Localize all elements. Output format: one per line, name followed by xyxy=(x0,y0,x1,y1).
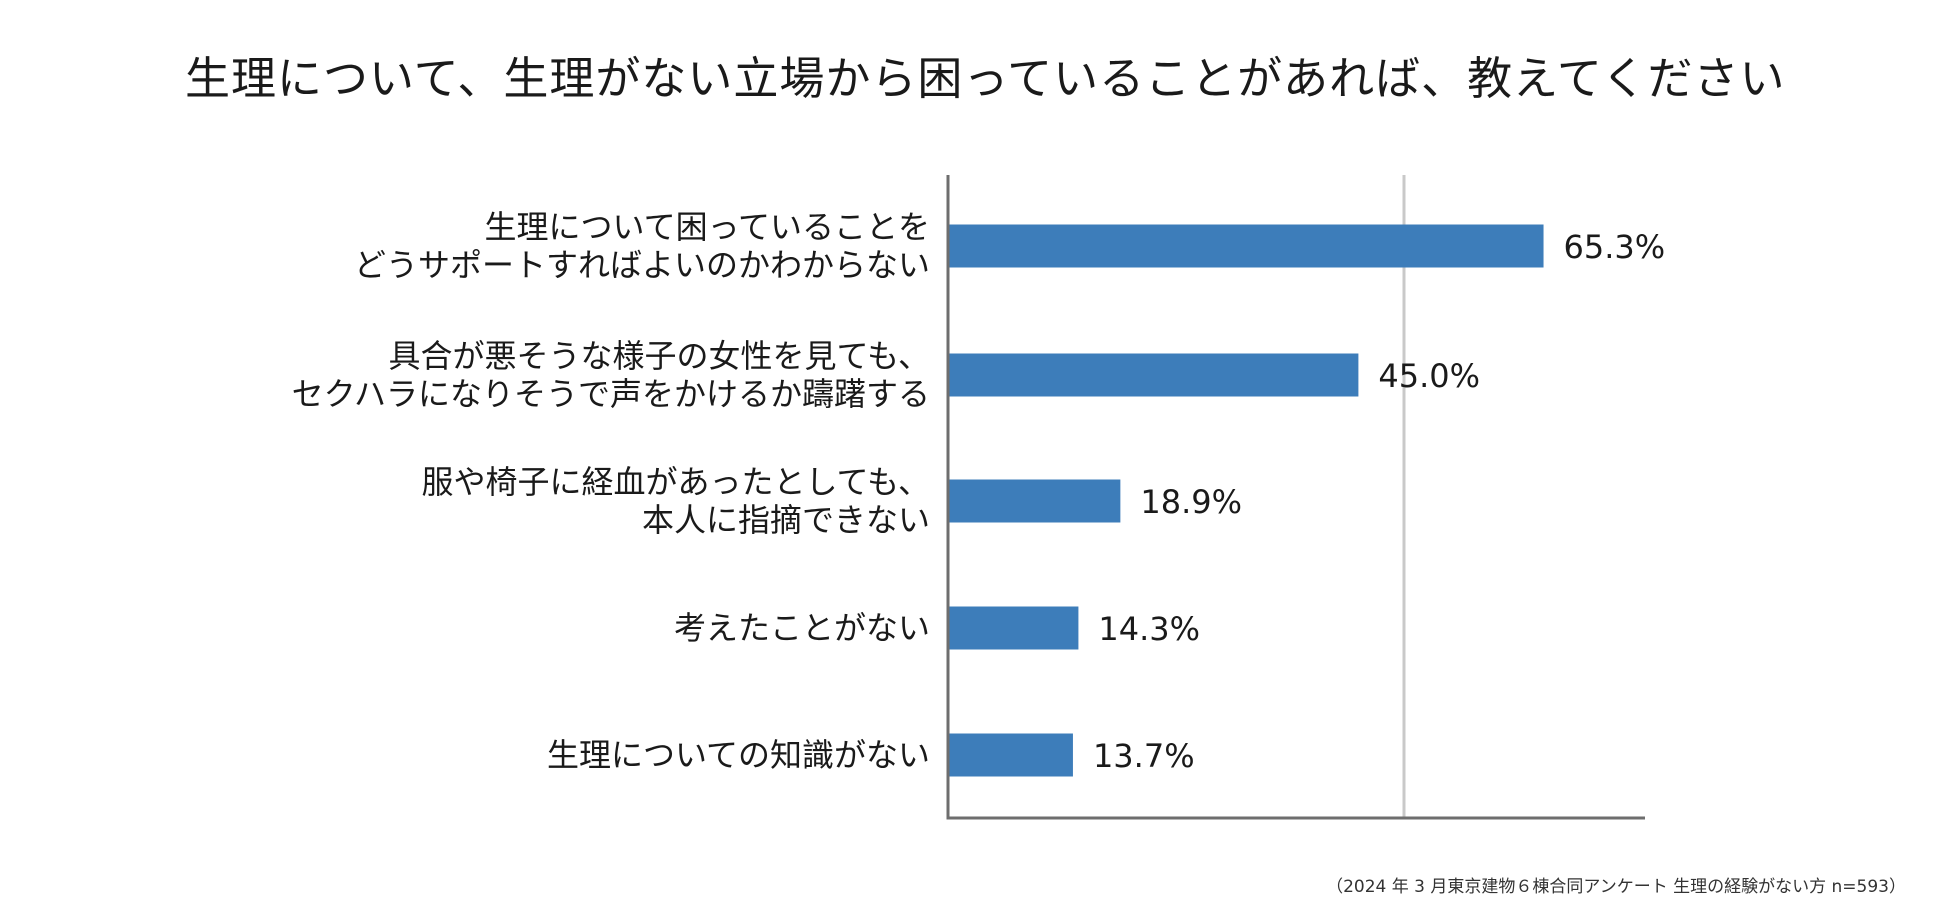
category-labels: 生理について困っていることをどうサポートすればよいのかわからない具合が悪そうな様… xyxy=(292,208,930,774)
category-label: 生理についての知識がない xyxy=(547,736,930,774)
bar-1 xyxy=(948,224,1544,268)
value-label: 45.0% xyxy=(1378,357,1480,395)
chart-title: 生理について、生理がない立場から困っていることがあれば、教えてください xyxy=(185,52,1786,105)
bar-2 xyxy=(948,353,1359,397)
source-note: （2024 年 3 月東京建物６棟合同アンケート 生理の経験がない方 n=593… xyxy=(1326,877,1906,897)
bar-4 xyxy=(948,606,1079,650)
value-label: 18.9% xyxy=(1140,483,1242,521)
value-label: 14.3% xyxy=(1098,610,1200,648)
bar-5 xyxy=(948,733,1073,777)
value-label: 65.3% xyxy=(1564,228,1666,266)
category-label: セクハラになりそうで声をかけるか躊躇する xyxy=(292,375,930,413)
value-label: 13.7% xyxy=(1093,737,1195,775)
category-label: 服や椅子に経血があったとしても、 xyxy=(422,463,930,501)
bars xyxy=(948,224,1544,777)
bar-3 xyxy=(948,479,1121,523)
category-label: どうサポートすればよいのかわからない xyxy=(354,246,930,284)
category-label: 生理について困っていることを xyxy=(485,208,930,246)
category-label: 本人に指摘できない xyxy=(642,501,930,539)
category-label: 具合が悪そうな様子の女性を見ても、 xyxy=(389,337,930,375)
category-label: 考えたことがない xyxy=(674,609,930,647)
axes xyxy=(946,175,1645,820)
value-labels: 65.3% 45.0% 18.9% 14.3% 13.7% xyxy=(1093,228,1665,775)
